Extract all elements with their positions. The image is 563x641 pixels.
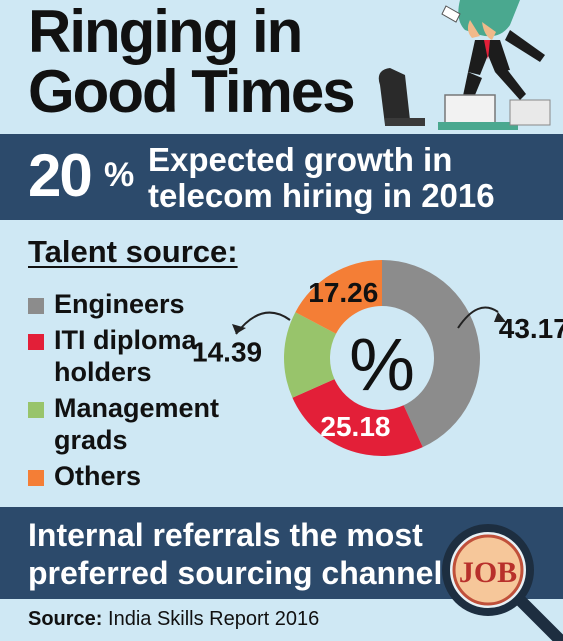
page-title: Ringing in Good Times <box>28 0 356 125</box>
legend-swatch-others <box>28 470 44 486</box>
title-line-1: Ringing in <box>28 0 303 65</box>
donut-slice-management-grads <box>284 312 337 398</box>
chart-legend: Engineers ITI diploma holders Management… <box>28 288 238 496</box>
legend-item-iti: ITI diploma holders <box>28 324 238 388</box>
legend-label-iti: ITI diploma holders <box>54 325 197 387</box>
headline-value: 20 <box>28 142 93 209</box>
arrow-left <box>235 311 291 335</box>
headline-line-2: telecom hiring in 2016 <box>148 177 495 214</box>
office-illustration <box>360 0 563 135</box>
donut-center-label: % <box>349 323 415 406</box>
source-line: Source: India Skills Report 2016 <box>28 608 319 631</box>
legend-label-others: Others <box>54 461 142 491</box>
donut-value-label-iti-diploma-holders: 25.18 <box>320 411 390 442</box>
arrow-left-head <box>232 324 246 334</box>
legend-swatch-engineers <box>28 298 44 314</box>
bottom-banner-line-1: Internal referrals the most <box>28 517 423 553</box>
headline-unit: % <box>104 156 135 194</box>
legend-label-management: Management grads <box>54 393 220 455</box>
legend-item-others: Others <box>28 460 238 492</box>
donut-value-label-engineers: 43.17 <box>499 313 563 344</box>
donut-slice-iti-diploma-holders <box>292 379 423 456</box>
donut-slice-others <box>295 260 382 334</box>
chart-title: Talent source: <box>28 234 238 269</box>
source-text: India Skills Report 2016 <box>108 608 320 630</box>
arrow-right <box>457 306 499 329</box>
job-badge-text: JOB <box>459 556 517 589</box>
legend-swatch-management <box>28 402 44 418</box>
donut-value-label-others: 17.26 <box>308 277 378 308</box>
title-line-2: Good Times <box>28 58 356 125</box>
donut-value-label-management-grads: 14.39 <box>192 337 262 368</box>
headline-line-1: Expected growth in <box>148 141 453 178</box>
legend-label-engineers: Engineers <box>54 289 185 319</box>
job-magnifier-icon: JOB <box>442 524 563 641</box>
source-label: Source: <box>28 608 103 630</box>
bottom-banner-line-2: preferred sourcing channel <box>28 555 443 591</box>
legend-item-management: Management grads <box>28 392 238 456</box>
bottom-banner-text: Internal referrals the most preferred so… <box>28 516 442 592</box>
headline-banner: 20 % Expected growth in telecom hiring i… <box>0 134 563 220</box>
arrow-right-head <box>494 312 506 322</box>
donut-slice-engineers <box>382 260 481 448</box>
legend-item-engineers: Engineers <box>28 288 238 320</box>
headline-text: Expected growth in telecom hiring in 201… <box>148 142 495 214</box>
legend-swatch-iti <box>28 334 44 350</box>
